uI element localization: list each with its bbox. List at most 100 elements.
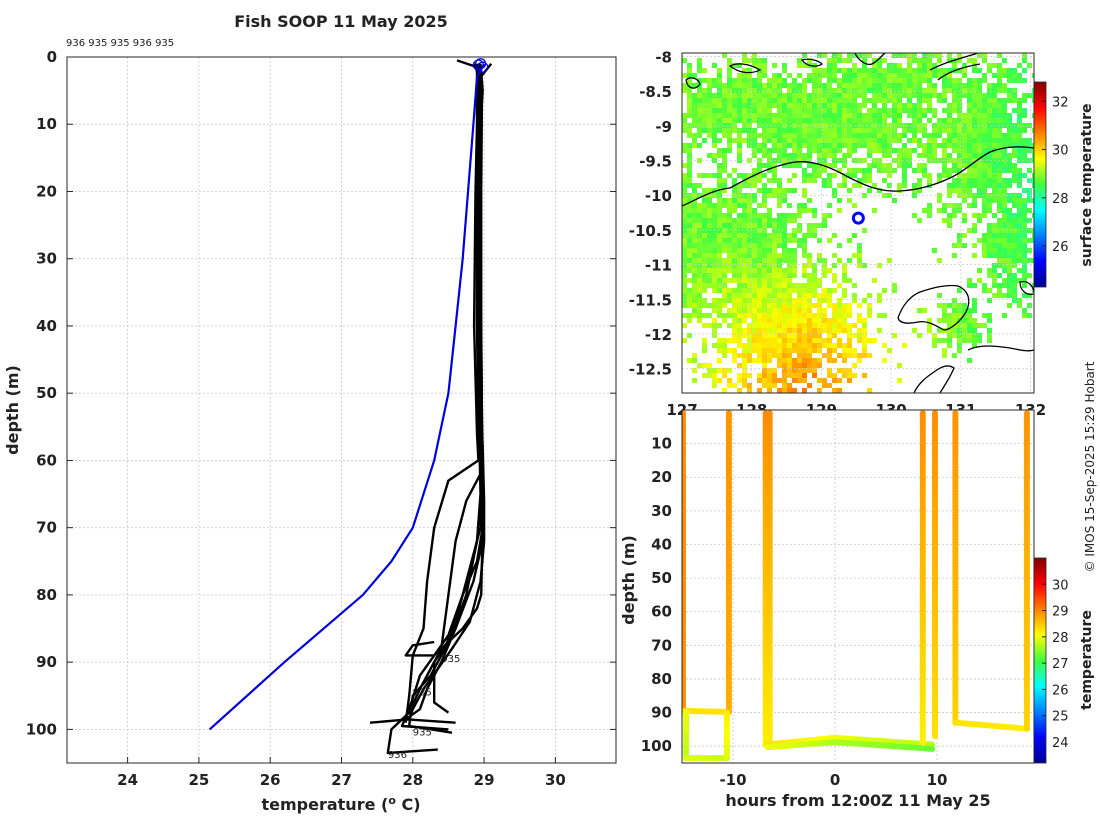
sst-cell — [682, 183, 687, 188]
sst-cell — [822, 93, 827, 98]
sst-cell — [807, 283, 812, 288]
sst-cell — [847, 198, 852, 203]
sst-cell — [827, 93, 832, 98]
sst-cell — [977, 188, 982, 193]
sst-cell — [977, 118, 982, 123]
sst-cell — [922, 63, 927, 68]
sst-cell — [682, 188, 687, 193]
sst-cell — [857, 318, 862, 323]
sst-cell — [872, 93, 877, 98]
sst-cell — [722, 218, 727, 223]
sst-cell — [777, 388, 782, 393]
sst-cell — [797, 208, 802, 213]
sst-cell — [772, 123, 777, 128]
depth-annotation: 935 — [413, 728, 432, 739]
sst-cell — [822, 268, 827, 273]
sst-cell — [797, 133, 802, 138]
sst-cell — [722, 178, 727, 183]
sst-cell — [877, 313, 882, 318]
sst-cell — [812, 168, 817, 173]
sst-cell — [1022, 123, 1027, 128]
vessel-position-marker — [851, 211, 865, 225]
sst-cell — [792, 273, 797, 278]
sst-cell — [1002, 278, 1007, 283]
sst-cell — [942, 338, 947, 343]
sst-cell — [812, 333, 817, 338]
sst-cell — [987, 138, 992, 143]
sst-cell — [722, 188, 727, 193]
sst-cell — [902, 158, 907, 163]
sst-cell — [857, 183, 862, 188]
sst-cell — [977, 173, 982, 178]
sst-cell — [1012, 213, 1017, 218]
sst-cell — [932, 128, 937, 133]
sst-cell — [887, 133, 892, 138]
sst-cell — [772, 113, 777, 118]
sst-cell — [917, 178, 922, 183]
sst-cell — [747, 193, 752, 198]
sst-cell — [1002, 283, 1007, 288]
sst-cell — [692, 278, 697, 283]
sst-cell — [722, 183, 727, 188]
sst-cell — [882, 343, 887, 348]
sst-cell — [957, 98, 962, 103]
sst-cell — [692, 288, 697, 293]
sst-cell — [992, 133, 997, 138]
sst-cell — [767, 83, 772, 88]
sst-cell — [712, 138, 717, 143]
sst-cell — [967, 83, 972, 88]
sst-cell — [712, 118, 717, 123]
sst-cell — [782, 368, 787, 373]
sst-cell — [687, 258, 692, 263]
sst-cell — [782, 293, 787, 298]
sst-cell — [787, 343, 792, 348]
sst-cell — [907, 128, 912, 133]
sst-cell — [992, 128, 997, 133]
sst-cell — [737, 203, 742, 208]
sst-cell — [1007, 248, 1012, 253]
sst-cell — [807, 98, 812, 103]
sst-cell — [802, 243, 807, 248]
sst-cell — [737, 253, 742, 258]
sst-cell — [722, 168, 727, 173]
sst-cell — [907, 158, 912, 163]
sst-cell — [952, 143, 957, 148]
sst-cell — [832, 173, 837, 178]
sst-cell — [902, 173, 907, 178]
sst-cell — [812, 358, 817, 363]
sst-cell — [807, 288, 812, 293]
sst-cell — [682, 173, 687, 178]
sst-cell — [892, 133, 897, 138]
sst-cell — [902, 78, 907, 83]
sst-cell — [817, 103, 822, 108]
sst-cell — [782, 343, 787, 348]
sst-cell — [812, 288, 817, 293]
sst-cell — [727, 143, 732, 148]
sst-cell — [862, 348, 867, 353]
sst-cell — [972, 213, 977, 218]
sst-cell — [782, 98, 787, 103]
sst-cell — [732, 358, 737, 363]
sst-cell — [952, 108, 957, 113]
sst-cell — [752, 113, 757, 118]
sst-cell — [1027, 248, 1032, 253]
sst-cell — [777, 188, 782, 193]
sst-cell — [792, 378, 797, 383]
sst-cell — [767, 338, 772, 343]
sst-cell — [1022, 153, 1027, 158]
sst-cell — [827, 203, 832, 208]
sst-cell — [702, 138, 707, 143]
sst-cell — [702, 248, 707, 253]
sst-cell — [1032, 233, 1034, 238]
sst-cell — [777, 253, 782, 258]
sst-cell — [722, 103, 727, 108]
sst-cell — [982, 288, 987, 293]
sst-cell — [782, 358, 787, 363]
sst-cell — [932, 343, 937, 348]
sst-cell — [897, 123, 902, 128]
sst-cell — [717, 238, 722, 243]
sst-cell — [962, 198, 967, 203]
sst-cell — [712, 83, 717, 88]
sst-cell — [1027, 238, 1032, 243]
